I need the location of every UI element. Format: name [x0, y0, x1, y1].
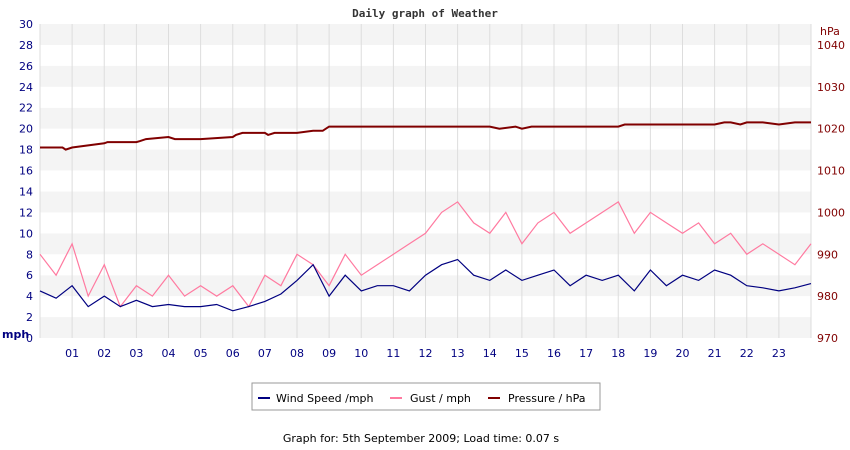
x-tick-label: 13	[451, 347, 465, 360]
left-tick-label: 12	[19, 206, 33, 219]
series-line	[39, 258, 812, 312]
x-tick-label: 10	[354, 347, 368, 360]
footer-caption: Graph for: 5th September 2009; Load time…	[283, 432, 560, 445]
x-tick-label: 07	[258, 347, 272, 360]
left-tick-label: 30	[19, 18, 33, 31]
left-tick-label: 2	[26, 311, 33, 324]
x-tick-label: 19	[643, 347, 657, 360]
x-tick-label: 15	[515, 347, 529, 360]
right-tick-label: 970	[817, 332, 838, 345]
right-tick-label: 1010	[817, 165, 845, 178]
x-tick-label: 14	[483, 347, 497, 360]
x-tick-label: 01	[65, 347, 79, 360]
gust-series	[39, 201, 812, 308]
left-tick-label: 6	[26, 269, 33, 282]
series-line	[39, 201, 812, 308]
right-axis-ticks: 970 980 990 1000 1010 1020 1030 1040	[817, 39, 845, 345]
legend-label-gust: Gust / mph	[410, 392, 471, 405]
left-tick-label: 4	[26, 290, 33, 303]
wind-speed-series	[39, 258, 812, 312]
right-tick-label: 1000	[817, 206, 845, 219]
x-tick-label: 08	[290, 347, 304, 360]
x-tick-label: 23	[772, 347, 786, 360]
x-tick-label: 18	[611, 347, 625, 360]
left-tick-label: 14	[19, 185, 33, 198]
legend-box	[251, 382, 601, 411]
left-tick-label: 10	[19, 227, 33, 240]
x-tick-label: 22	[740, 347, 754, 360]
x-tick-label: 03	[129, 347, 143, 360]
left-tick-label: 8	[26, 248, 33, 261]
x-tick-label: 12	[419, 347, 433, 360]
x-tick-label: 06	[226, 347, 240, 360]
right-tick-label: 1040	[817, 39, 845, 52]
x-tick-label: 20	[676, 347, 690, 360]
right-tick-label: 1030	[817, 81, 845, 94]
x-tick-label: 02	[97, 347, 111, 360]
legend: Wind Speed /mph Gust / mph Pressure / hP…	[251, 382, 601, 411]
left-tick-label: 24	[19, 81, 33, 94]
left-axis-unit: mph	[2, 328, 29, 341]
x-axis-ticks: 01 02 03 04 05 06 07 08 09 10 11 12 13 14 15 16 17 18 19 20…	[65, 347, 786, 360]
series-line	[40, 121, 811, 151]
left-tick-label: 18	[19, 144, 33, 157]
x-tick-label: 04	[162, 347, 176, 360]
right-axis-unit: hPa	[820, 25, 840, 38]
x-tick-label: 09	[322, 347, 336, 360]
legend-label-pressure: Pressure / hPa	[508, 392, 586, 405]
chart-title: Daily graph of Weather	[352, 7, 498, 20]
x-tick-label: 16	[547, 347, 561, 360]
x-tick-label: 05	[194, 347, 208, 360]
left-tick-label: 20	[19, 123, 33, 136]
x-tick-label: 21	[708, 347, 722, 360]
left-tick-label: 0	[26, 332, 33, 345]
legend-label-wind: Wind Speed /mph	[276, 392, 374, 405]
left-tick-label: 26	[19, 60, 33, 73]
pressure-series	[40, 121, 811, 151]
right-tick-label: 990	[817, 248, 838, 261]
x-tick-label: 17	[579, 347, 593, 360]
x-tick-label: 11	[386, 347, 400, 360]
left-tick-label: 16	[19, 165, 33, 178]
right-tick-label: 980	[817, 290, 838, 303]
left-tick-label: 22	[19, 102, 33, 115]
left-tick-label: 28	[19, 39, 33, 52]
right-tick-label: 1020	[817, 123, 845, 136]
